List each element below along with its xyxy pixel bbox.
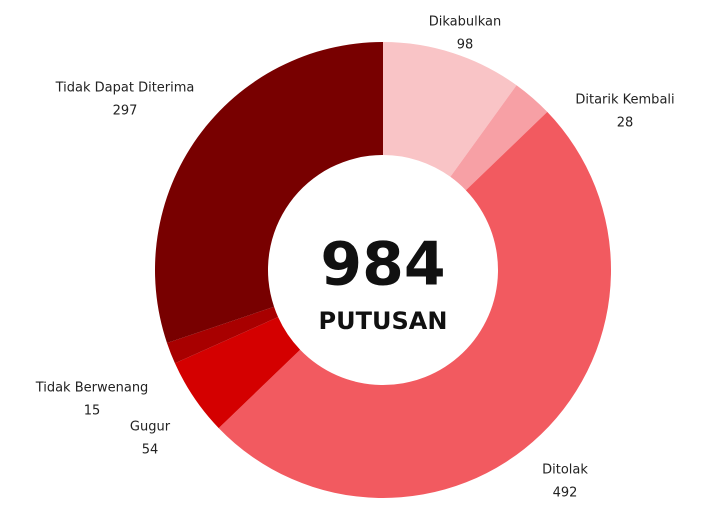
value-label: 15 xyxy=(84,404,101,419)
slice xyxy=(450,85,548,191)
category-label: Tidak Dapat Diterima xyxy=(55,81,195,96)
slice xyxy=(383,42,517,177)
value-label: 28 xyxy=(617,116,634,131)
value-label: 492 xyxy=(553,486,578,501)
center-total: 984 xyxy=(320,230,445,300)
value-label: 54 xyxy=(142,443,159,458)
category-label: Gugur xyxy=(130,420,171,435)
center-label: PUTUSAN xyxy=(319,307,448,335)
category-label: Dikabulkan xyxy=(429,15,502,30)
category-label: Ditarik Kembali xyxy=(575,93,674,108)
value-label: 297 xyxy=(113,104,138,119)
category-label: Tidak Berwenang xyxy=(35,381,149,396)
category-label: Ditolak xyxy=(542,463,588,478)
value-label: 98 xyxy=(457,38,474,53)
slice xyxy=(174,317,301,429)
slice xyxy=(166,306,279,364)
slice xyxy=(218,111,611,498)
slice xyxy=(155,42,383,343)
